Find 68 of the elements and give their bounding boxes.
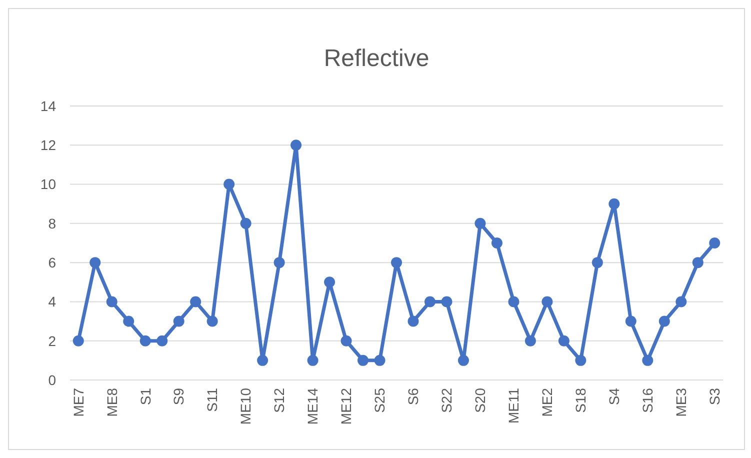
y-tick-label: 12 <box>40 137 56 154</box>
point <box>474 218 486 229</box>
point <box>491 238 502 248</box>
point <box>106 296 118 308</box>
point <box>257 354 268 366</box>
x-tick-label: S16 <box>640 388 656 413</box>
y-tick-label: 10 <box>40 176 56 192</box>
point <box>224 178 235 190</box>
point <box>140 335 151 346</box>
point <box>625 316 636 327</box>
point <box>72 335 84 346</box>
chart-title: Reflective <box>324 45 430 72</box>
x-tick-label: S25 <box>372 388 388 413</box>
point <box>274 257 285 268</box>
x-tick-label: ME12 <box>338 388 354 425</box>
x-tick-label: ME10 <box>238 388 254 425</box>
x-tick-label: S1 <box>137 388 154 406</box>
point <box>90 257 101 268</box>
point <box>340 335 352 346</box>
point <box>206 316 218 327</box>
y-tick-label: 14 <box>40 98 56 114</box>
point <box>558 335 570 346</box>
point <box>307 354 318 366</box>
x-tick-label: S6 <box>405 388 422 406</box>
point <box>190 296 202 308</box>
x-tick-label: ME8 <box>104 388 120 417</box>
point <box>324 276 336 288</box>
x-tick-label: ME14 <box>304 388 321 425</box>
point <box>692 257 704 268</box>
x-tick-label: S3 <box>706 388 723 406</box>
y-tick-label: 8 <box>48 215 56 232</box>
point <box>676 296 687 308</box>
y-tick-label: 4 <box>48 294 56 310</box>
y-tick-label: 0 <box>48 372 56 388</box>
point <box>358 354 369 366</box>
point <box>458 354 469 366</box>
y-tick-label: 6 <box>48 254 56 270</box>
x-tick-label: ME2 <box>539 388 556 417</box>
point <box>524 335 536 346</box>
point <box>290 140 302 151</box>
point <box>173 316 184 327</box>
point <box>608 198 620 210</box>
x-tick-label: S20 <box>472 388 488 413</box>
point <box>709 238 720 248</box>
point <box>642 354 654 366</box>
x-tick-label: S11 <box>204 388 220 412</box>
point <box>123 316 134 327</box>
x-tick-label: ME7 <box>70 388 86 417</box>
point <box>441 296 452 308</box>
point <box>575 354 586 366</box>
point <box>391 257 402 268</box>
point <box>592 257 603 268</box>
point <box>424 296 436 308</box>
x-tick-label: S12 <box>271 388 288 413</box>
x-tick-label: S22 <box>438 388 455 413</box>
point <box>240 218 252 229</box>
x-tick-label: S4 <box>606 388 622 406</box>
point <box>156 335 168 346</box>
point <box>542 296 553 308</box>
point <box>374 354 386 366</box>
x-tick-label: ME11 <box>506 388 522 424</box>
point <box>658 316 670 327</box>
x-tick-label: S9 <box>170 388 187 406</box>
x-tick-label: ME3 <box>673 388 690 417</box>
y-tick-label: 2 <box>48 332 56 349</box>
point <box>508 296 520 308</box>
point <box>408 316 419 327</box>
x-tick-label: S18 <box>572 388 589 413</box>
